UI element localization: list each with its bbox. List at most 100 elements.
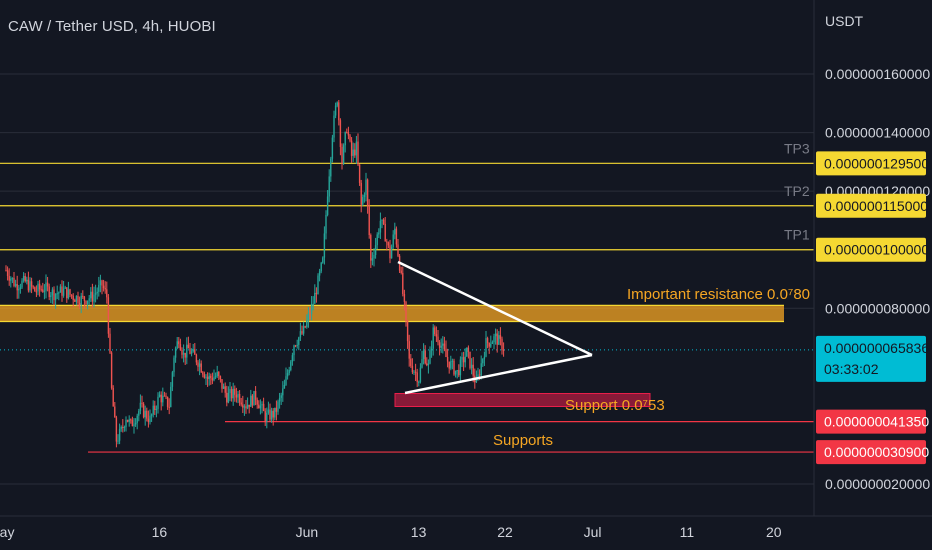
candle-body [34,287,36,292]
candle-body [171,372,174,387]
candle-body [75,295,78,302]
candle-body [312,303,314,305]
candle-body [346,132,348,134]
candle-body [155,408,158,411]
candle-body [418,381,420,383]
candle-body [91,291,94,302]
candle-body [206,376,209,380]
candle-body [27,279,30,291]
candle-body [448,361,450,369]
price-badge [816,409,926,434]
candle-body [453,360,455,375]
candle-body [261,403,263,406]
candle-body [421,359,423,368]
candle-body [109,333,111,353]
candle-body [42,289,44,292]
zones-layer [0,73,814,485]
candle-body [131,420,134,427]
candle-body [317,275,319,295]
candle-body [158,394,161,397]
candle-body [229,389,231,394]
candle-body [330,158,332,177]
candle-body [136,415,138,423]
candle-body [443,343,446,350]
candle-body [182,352,185,355]
candle-body [186,344,188,358]
candle-body [294,345,297,347]
candle-body [331,137,334,159]
candle-body [366,179,369,207]
candle-body [405,301,407,321]
candle-body [14,284,17,286]
candle-body [341,146,343,164]
candle-body [450,361,452,369]
candle-body [43,290,46,292]
candle-body [445,349,447,357]
candle-body [146,410,148,419]
candle-body [133,424,135,427]
candle-body [270,410,273,420]
candle-body [165,395,167,397]
candle-body [349,135,351,141]
candle-body [10,278,12,281]
candle-body [414,371,417,373]
candle-body [178,341,180,345]
candle-body [434,327,436,335]
candle-body [77,295,79,304]
candle-body [320,262,322,272]
price-scale[interactable]: USDT 0.000000160000 0.000000140000 0.00000… [813,0,932,550]
candle-body [483,356,486,359]
candle-body [19,287,22,289]
candle-body [227,393,230,403]
candle-body [85,300,87,305]
candle-body [301,331,303,334]
candle-body [195,354,198,363]
candle-body [102,285,105,289]
candle-body [114,406,116,418]
candle-body [8,276,10,281]
candle-body [390,246,393,259]
candle-body [326,196,329,215]
candle-body [304,326,306,328]
candle-body [347,132,350,136]
candle-body [211,378,214,381]
candle-body [299,331,302,338]
support-annotation: Support 0.0⁷53 [565,397,665,414]
candle-body [200,363,202,373]
candle-body [213,377,215,381]
candle-body [179,344,182,350]
candle-body [387,242,390,246]
candle-body [144,410,146,418]
candle-body [234,388,236,395]
candle-body [128,419,130,422]
candle-body [45,282,47,291]
candle-body [352,149,354,156]
candle-body [56,293,58,295]
candle-body [16,284,18,291]
candle-body [403,293,406,302]
candle-body [286,373,289,377]
candle-body [46,282,49,287]
candle-body [173,357,175,373]
candle-body [176,341,178,349]
candle-body [362,197,364,205]
candle-body [491,342,494,344]
candle-body [307,313,310,321]
y-tick-label: 0.000000020000 [825,476,930,492]
candle-body [306,320,308,328]
candle-body [376,234,378,246]
time-scale[interactable]: May 16 Jun 13 22 Jul 11 20 [0,515,932,540]
candle-body [477,374,479,379]
candle-body [24,276,26,282]
candle-body [482,358,484,364]
candle-body [371,258,374,261]
candle-body [336,102,338,106]
candle-body [221,379,223,389]
x-tick-label: 13 [411,524,427,540]
candle-body [139,402,142,411]
candle-body [26,279,28,282]
candle-body [160,394,162,403]
candle-body [478,374,481,376]
candle-body [429,350,431,364]
